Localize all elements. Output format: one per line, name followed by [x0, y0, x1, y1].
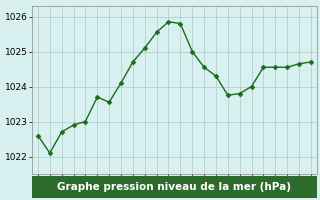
- Text: Graphe pression niveau de la mer (hPa): Graphe pression niveau de la mer (hPa): [57, 182, 292, 192]
